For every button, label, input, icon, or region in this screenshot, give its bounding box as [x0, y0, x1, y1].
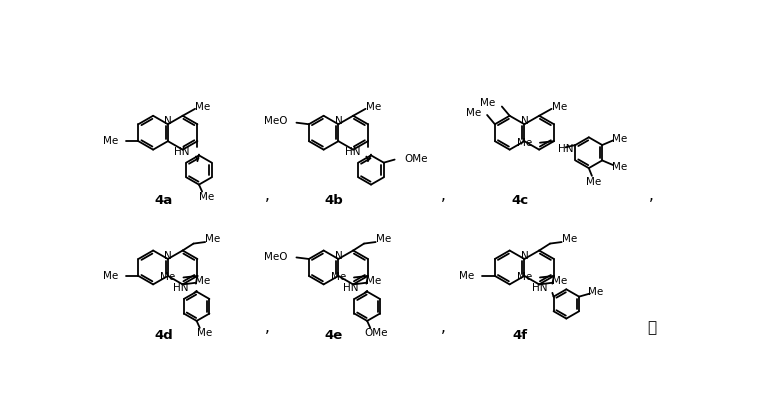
Text: Me: Me — [612, 162, 627, 172]
Text: HN: HN — [558, 144, 573, 154]
Text: N: N — [164, 251, 172, 261]
Text: 4d: 4d — [154, 329, 173, 342]
Text: OMe: OMe — [365, 328, 388, 338]
Text: ,: , — [442, 320, 446, 335]
Text: Me: Me — [366, 276, 381, 286]
Text: 。: 。 — [647, 320, 656, 335]
Text: N: N — [334, 251, 342, 261]
Text: MeO: MeO — [264, 116, 287, 126]
Text: Me: Me — [195, 102, 211, 112]
Text: HN: HN — [345, 147, 360, 157]
Text: MeO: MeO — [264, 252, 287, 262]
Text: Me: Me — [612, 134, 627, 144]
Text: Me: Me — [552, 102, 567, 112]
Text: Me: Me — [195, 276, 211, 286]
Text: Me: Me — [586, 177, 601, 187]
Text: 4b: 4b — [325, 194, 344, 207]
Text: Me: Me — [160, 272, 176, 282]
Text: ,: , — [442, 188, 446, 203]
Text: 4f: 4f — [512, 329, 527, 342]
Text: 4c: 4c — [511, 194, 528, 207]
Text: Me: Me — [197, 328, 212, 338]
Text: Me: Me — [331, 272, 347, 282]
Text: HN: HN — [173, 283, 188, 293]
Text: Me: Me — [199, 192, 214, 202]
Text: Me: Me — [517, 138, 532, 148]
Text: ,: , — [264, 188, 270, 203]
Text: N: N — [334, 116, 342, 126]
Text: OMe: OMe — [404, 154, 427, 164]
Text: Me: Me — [103, 271, 119, 281]
Text: Me: Me — [552, 276, 567, 286]
Text: HN: HN — [532, 283, 548, 293]
Text: HN: HN — [174, 147, 190, 157]
Text: Me: Me — [205, 234, 220, 244]
Text: Me: Me — [588, 287, 603, 297]
Text: N: N — [521, 116, 528, 126]
Text: Me: Me — [466, 108, 481, 118]
Text: Me: Me — [480, 98, 496, 108]
Text: HN: HN — [343, 283, 359, 293]
Text: 4a: 4a — [154, 194, 173, 207]
Text: Me: Me — [460, 271, 475, 281]
Text: Me: Me — [517, 272, 532, 282]
Text: Me: Me — [366, 102, 381, 112]
Text: Me: Me — [375, 234, 391, 244]
Text: Me: Me — [103, 136, 119, 146]
Text: ,: , — [649, 188, 654, 203]
Text: 4e: 4e — [325, 329, 343, 342]
Text: ,: , — [264, 320, 270, 335]
Text: Me: Me — [562, 234, 577, 244]
Text: N: N — [164, 116, 172, 126]
Text: N: N — [521, 251, 528, 261]
